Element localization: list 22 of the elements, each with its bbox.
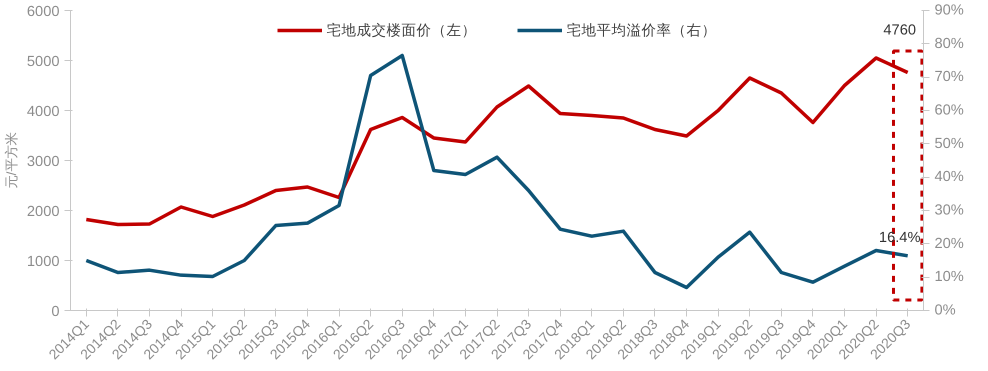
y2-tick-label: 50% [934, 136, 964, 152]
y2-tick-label: 90% [934, 2, 964, 18]
legend-label: 宅地平均溢价率（右） [566, 22, 716, 40]
y-axis-title: 元/平方米 [4, 132, 19, 188]
y-tick-label: 5000 [26, 54, 60, 70]
y2-tick-label: 40% [934, 169, 964, 186]
y2-tick-label: 30% [934, 202, 964, 218]
y-tick-label: 3000 [26, 154, 60, 170]
legend-label: 宅地成交楼面价（左） [326, 22, 476, 40]
y-tick-label: 2000 [26, 204, 60, 220]
y2-tick-label: 20% [934, 236, 964, 252]
y-tick-label: 1000 [26, 254, 60, 270]
y-tick-label: 0 [51, 304, 60, 320]
y2-tick-label: 60% [934, 102, 964, 118]
y2-tick-label: 10% [934, 269, 964, 286]
data-label: 16.4% [878, 230, 920, 246]
y2-tick-label: 80% [934, 36, 964, 52]
y2-tick-label: 0% [934, 302, 956, 318]
y2-tick-label: 70% [934, 69, 964, 86]
y-tick-label: 6000 [26, 4, 60, 20]
y-tick-label: 4000 [26, 104, 60, 120]
data-label: 4760 [883, 22, 916, 38]
